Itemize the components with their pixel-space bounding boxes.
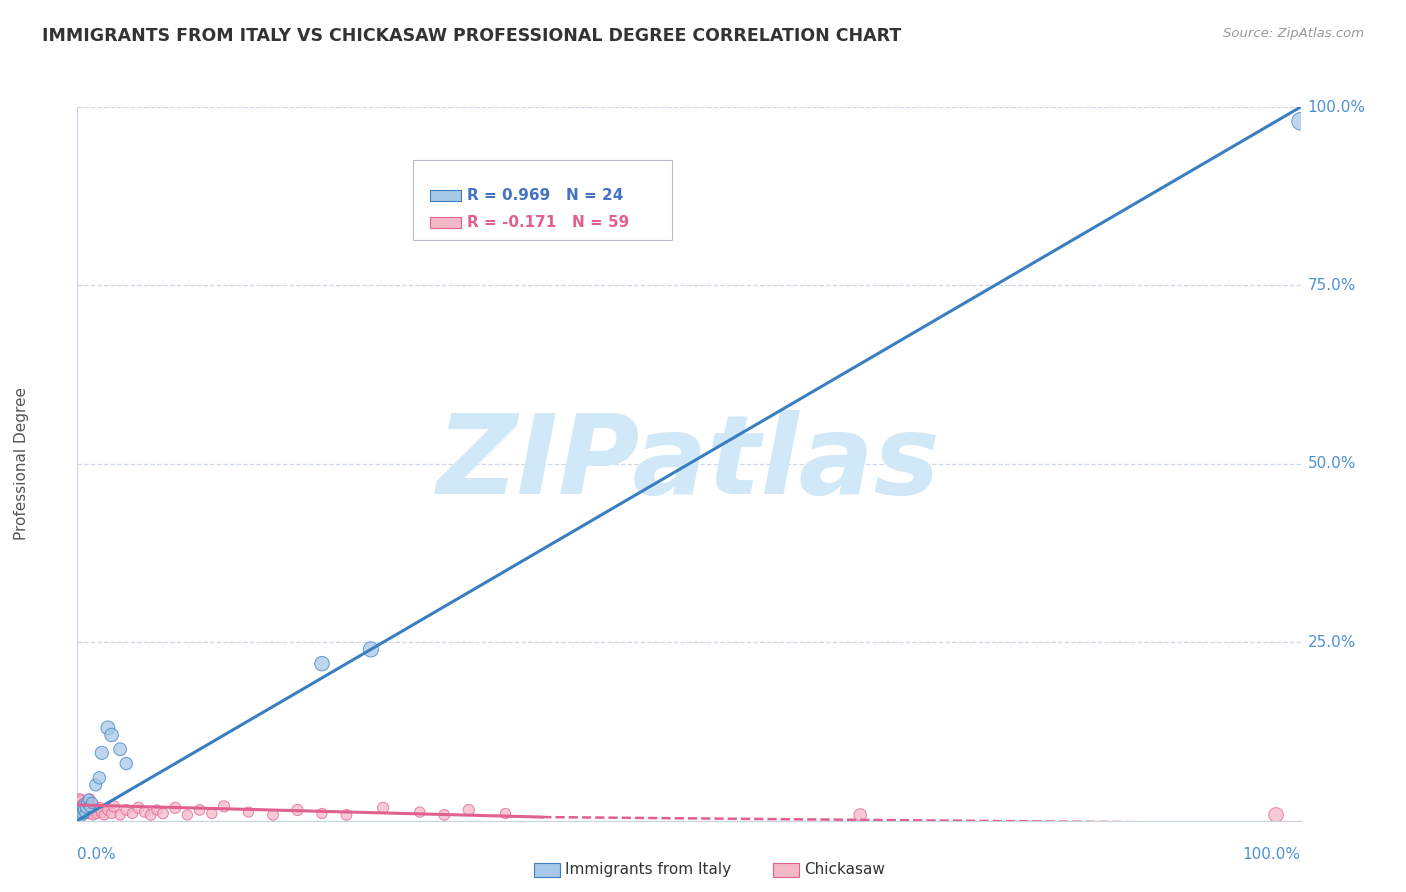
Point bbox=[75, 801, 97, 815]
Point bbox=[311, 806, 333, 821]
Point bbox=[67, 803, 90, 817]
Point bbox=[108, 742, 131, 756]
Point bbox=[115, 803, 138, 817]
Point bbox=[67, 808, 90, 822]
Point bbox=[70, 805, 93, 819]
Point bbox=[69, 805, 91, 819]
Point bbox=[262, 808, 284, 822]
Point bbox=[69, 806, 91, 821]
Text: 100.0%: 100.0% bbox=[1243, 847, 1301, 863]
Point bbox=[67, 810, 90, 824]
Point bbox=[103, 799, 125, 814]
Text: IMMIGRANTS FROM ITALY VS CHICKASAW PROFESSIONAL DEGREE CORRELATION CHART: IMMIGRANTS FROM ITALY VS CHICKASAW PROFE… bbox=[42, 27, 901, 45]
Point bbox=[72, 806, 94, 821]
Point bbox=[73, 803, 96, 817]
Point bbox=[70, 806, 93, 821]
Point bbox=[97, 721, 120, 735]
Point bbox=[433, 808, 456, 822]
Text: 25.0%: 25.0% bbox=[1308, 635, 1355, 649]
Point bbox=[79, 799, 101, 814]
Point bbox=[83, 799, 105, 814]
Point bbox=[849, 808, 872, 822]
Point bbox=[97, 803, 120, 817]
Point bbox=[127, 801, 149, 815]
Point bbox=[77, 792, 100, 806]
Text: ZIPatlas: ZIPatlas bbox=[437, 410, 941, 517]
Point bbox=[67, 796, 90, 810]
Point bbox=[100, 728, 122, 742]
Text: 75.0%: 75.0% bbox=[1308, 278, 1355, 293]
Point bbox=[84, 778, 107, 792]
Point bbox=[287, 803, 309, 817]
Point bbox=[79, 799, 101, 814]
Point bbox=[115, 756, 138, 771]
Point bbox=[93, 808, 115, 822]
Point bbox=[212, 799, 235, 814]
Point bbox=[77, 806, 100, 821]
Point bbox=[69, 799, 91, 814]
Point bbox=[76, 796, 98, 810]
Point bbox=[176, 808, 198, 822]
Text: Chickasaw: Chickasaw bbox=[804, 863, 886, 877]
Point bbox=[311, 657, 333, 671]
Text: Professional Degree: Professional Degree bbox=[14, 387, 28, 541]
Point bbox=[69, 792, 91, 806]
Point bbox=[73, 806, 96, 821]
Text: Immigrants from Italy: Immigrants from Italy bbox=[565, 863, 731, 877]
Point bbox=[70, 803, 93, 817]
Point bbox=[70, 799, 93, 814]
Point bbox=[90, 746, 112, 760]
Text: R = 0.969   N = 24: R = 0.969 N = 24 bbox=[467, 188, 623, 203]
Point bbox=[146, 803, 169, 817]
Point bbox=[80, 796, 103, 810]
Point bbox=[360, 642, 382, 657]
Point bbox=[134, 805, 156, 819]
Point bbox=[152, 806, 174, 821]
Text: 100.0%: 100.0% bbox=[1308, 100, 1365, 114]
Text: 0.0%: 0.0% bbox=[77, 847, 117, 863]
Point bbox=[70, 801, 93, 815]
Point bbox=[84, 803, 107, 817]
Point bbox=[89, 771, 111, 785]
Point bbox=[73, 796, 96, 810]
Point bbox=[80, 806, 103, 821]
Point bbox=[75, 806, 97, 821]
Point bbox=[188, 803, 211, 817]
Point bbox=[70, 808, 93, 822]
Point bbox=[139, 808, 162, 822]
Point bbox=[79, 792, 101, 806]
Point bbox=[371, 801, 394, 815]
Point bbox=[76, 796, 98, 810]
Point bbox=[70, 809, 93, 823]
Point bbox=[495, 806, 517, 821]
Point bbox=[72, 799, 94, 814]
Text: 50.0%: 50.0% bbox=[1308, 457, 1355, 471]
Point bbox=[1265, 808, 1288, 822]
Point bbox=[121, 806, 143, 821]
Point bbox=[86, 806, 108, 821]
Point bbox=[108, 808, 131, 822]
Point bbox=[1289, 114, 1312, 128]
Point bbox=[75, 799, 97, 814]
Point bbox=[70, 797, 93, 812]
Point bbox=[457, 803, 479, 817]
Point bbox=[100, 806, 122, 821]
Point bbox=[89, 801, 111, 815]
Text: Source: ZipAtlas.com: Source: ZipAtlas.com bbox=[1223, 27, 1364, 40]
Point bbox=[335, 808, 357, 822]
Point bbox=[409, 805, 432, 819]
Point bbox=[69, 808, 91, 822]
Point bbox=[80, 803, 103, 817]
Point bbox=[165, 801, 187, 815]
Point bbox=[238, 805, 260, 819]
Text: R = -0.171   N = 59: R = -0.171 N = 59 bbox=[467, 215, 628, 230]
Point bbox=[82, 808, 104, 822]
Point bbox=[76, 803, 98, 817]
Point bbox=[201, 806, 224, 821]
Point bbox=[72, 803, 94, 817]
Point bbox=[90, 805, 112, 819]
Point bbox=[70, 794, 93, 808]
